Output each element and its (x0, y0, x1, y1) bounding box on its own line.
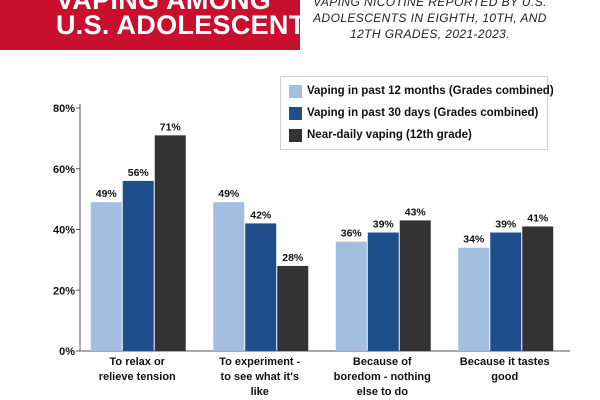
y-tick-label: 0% (59, 346, 75, 358)
bar-value-label: 49% (218, 188, 240, 200)
bar-near-daily (154, 135, 186, 351)
bar-12-months (335, 241, 367, 351)
subtitle-line-3: 12TH GRADES, 2021-2023. (350, 27, 510, 41)
bar-12-months (458, 247, 490, 351)
y-tick-label: 20% (53, 285, 75, 297)
x-category-label: relieve tension (99, 371, 176, 383)
bar-value-label: 34% (463, 234, 485, 246)
bar-value-label: 41% (527, 212, 549, 224)
bar-value-label: 39% (495, 219, 517, 231)
x-category-label: else to do (357, 386, 409, 398)
y-tick-label: 40% (53, 225, 75, 237)
chart-legend: Vaping in past 12 months (Grades combine… (280, 76, 554, 150)
bar-near-daily (399, 220, 431, 351)
subtitle-line-1: VAPING NICOTINE REPORTED BY U.S. (313, 0, 547, 9)
chart-subtitle: VAPING NICOTINE REPORTED BY U.S. ADOLESC… (300, 0, 560, 42)
bar-value-label: 56% (128, 167, 150, 179)
legend-item-12-months: Vaping in past 12 months (Grades combine… (289, 83, 554, 99)
bar-30-days (367, 232, 399, 351)
x-category-label: good (491, 371, 518, 383)
bar-value-label: 36% (341, 228, 363, 240)
y-tick-label: 60% (53, 164, 75, 176)
bar-near-daily (522, 226, 554, 351)
title-banner: VAPING AMONG U.S. ADOLESCENTS (0, 0, 300, 50)
bar-30-days (490, 232, 522, 351)
bar-30-days (245, 223, 277, 351)
banner-title-line-1: VAPING AMONG (56, 0, 272, 15)
legend-label-12-months: Vaping in past 12 months (Grades combine… (307, 85, 554, 97)
legend-swatch-12-months (289, 84, 302, 98)
x-category-label: like (251, 386, 269, 398)
bar-12-months (213, 202, 245, 351)
x-category-label: Because it tastes (460, 356, 550, 368)
x-category-label: Because of (353, 356, 412, 368)
bar-value-label: 28% (282, 252, 304, 264)
bar-value-label: 71% (160, 121, 182, 133)
x-category-label: boredom - nothing (334, 371, 431, 383)
bar-30-days (122, 180, 154, 351)
bar-near-daily (277, 265, 309, 351)
x-category-label: to see what it's (221, 371, 299, 383)
bar-value-label: 49% (96, 188, 118, 200)
legend-item-30-days: Vaping in past 30 days (Grades combined) (289, 105, 538, 121)
bar-value-label: 39% (373, 219, 395, 231)
legend-label-near-daily: Near-daily vaping (12th grade) (307, 129, 472, 141)
bar-value-label: 43% (405, 206, 427, 218)
legend-swatch-30-days (289, 106, 302, 120)
legend-label-30-days: Vaping in past 30 days (Grades combined) (307, 107, 539, 119)
bar-value-label: 42% (250, 209, 272, 221)
legend-item-near-daily: Near-daily vaping (12th grade) (289, 127, 472, 143)
x-category-label: To experiment - (219, 356, 300, 368)
subtitle-line-2: ADOLESCENTS IN EIGHTH, 10TH, AND (313, 11, 547, 25)
banner-title-line-2: U.S. ADOLESCENTS (56, 10, 300, 40)
legend-swatch-near-daily (289, 128, 302, 142)
bar-12-months (90, 202, 122, 351)
y-tick-label: 80% (53, 103, 75, 115)
x-category-label: To relax or (110, 356, 166, 368)
